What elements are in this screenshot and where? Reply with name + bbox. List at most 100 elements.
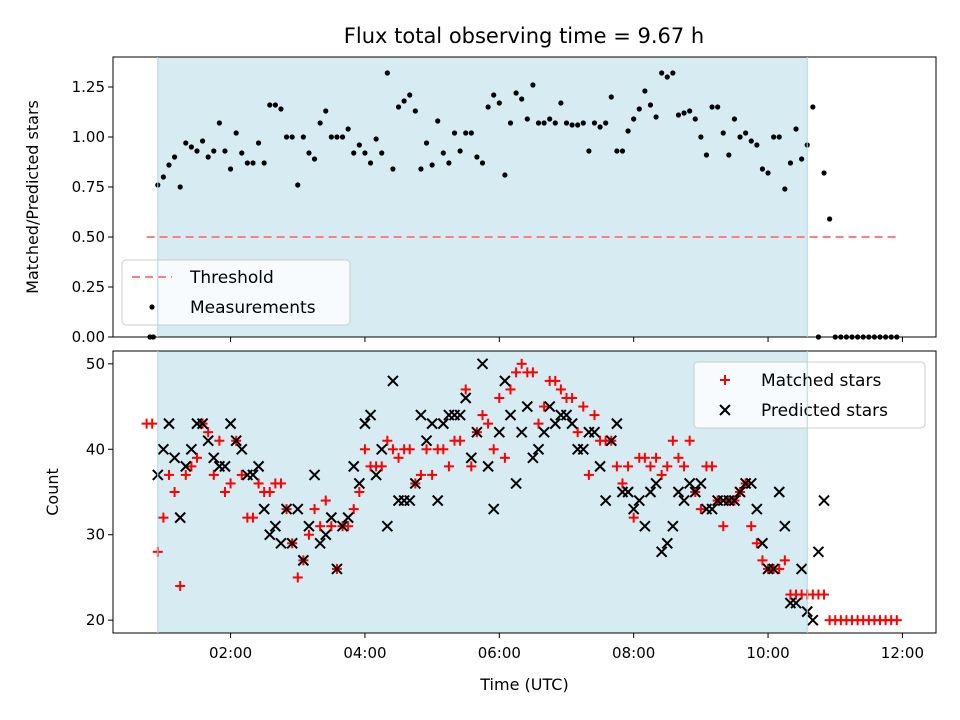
legend-matched-swatch [720, 375, 730, 385]
predicted-star-point [364, 409, 377, 421]
measurement-point [423, 140, 430, 146]
x-tick-label: 04:00 [343, 644, 386, 662]
x-tick-label: 12:00 [881, 644, 924, 662]
measurement-point [692, 116, 698, 122]
measurement-point [379, 150, 385, 156]
y-tick-label: 1.25 [72, 78, 105, 96]
predicted-star-point [510, 477, 522, 490]
measurement-point [675, 112, 682, 118]
y-tick-label: 0.00 [72, 328, 105, 346]
bottom-axes-frame [112, 350, 937, 634]
measurement-point [642, 88, 648, 94]
predicted-star-point [196, 417, 209, 430]
predicted-star-point [370, 469, 382, 481]
matched-star-point [499, 452, 510, 463]
matched-star-point [359, 444, 370, 455]
measurement-point [160, 174, 166, 180]
matched-star-point [219, 487, 230, 497]
measurement-point [300, 134, 306, 140]
x-tick-label: 08:00 [612, 644, 655, 662]
measurement-point [435, 118, 441, 124]
measurement-point [586, 148, 592, 154]
measurement-point [530, 82, 536, 88]
predicted-star-point [577, 443, 589, 455]
measurement-point [390, 166, 396, 172]
predicted-star-point [437, 417, 450, 430]
matched-star-point [180, 469, 191, 480]
matched-star-point [751, 538, 762, 549]
predicted-star-point [515, 426, 528, 438]
matched-star-point [163, 469, 174, 480]
measurement-point [289, 134, 295, 140]
predicted-star-point [185, 443, 198, 455]
measurement-point [754, 142, 760, 148]
measurement-point [597, 124, 603, 130]
predicted-star-point [611, 417, 623, 430]
measurement-point [278, 106, 284, 112]
measurement-point [351, 150, 357, 156]
matched-star-point [617, 478, 628, 489]
y-tick-label: 0.25 [72, 278, 105, 296]
measurement-point [659, 70, 665, 76]
predicted-star-point [661, 537, 673, 549]
predicted-star-point [672, 486, 685, 498]
measurement-point [519, 96, 525, 102]
measurement-point [418, 166, 424, 172]
measurement-point [250, 160, 256, 166]
matched-star-point [376, 461, 387, 472]
predicted-star-point [208, 452, 220, 464]
measurement-point [591, 120, 598, 126]
predicted-star-point [236, 443, 248, 455]
predicted-star-point [314, 537, 326, 549]
legend-matched-label: Matched stars [761, 371, 881, 391]
predicted-star-point [549, 417, 561, 430]
predicted-star-point [599, 494, 612, 507]
measurement-point [799, 156, 805, 162]
measurement-point [334, 134, 340, 140]
matched-star-point [819, 589, 830, 600]
predicted-star-point [224, 417, 237, 430]
measurement-point [569, 122, 575, 128]
measurement-point [474, 154, 480, 160]
measurement-point [580, 120, 586, 126]
measurement-point [502, 172, 508, 178]
matched-star-point [673, 452, 684, 463]
predicted-star-point [420, 435, 433, 447]
measurement-point [194, 148, 200, 154]
matched-star-point [315, 521, 326, 532]
measurement-point [446, 160, 452, 166]
measurement-point [255, 140, 262, 146]
predicted-star-point [247, 469, 259, 481]
matched-star-point [460, 384, 471, 395]
measurement-point [737, 134, 743, 140]
x-tick-label: 06:00 [478, 644, 521, 662]
measurement-point [664, 74, 670, 80]
predicted-star-point [258, 503, 270, 515]
measurement-point [233, 130, 239, 136]
measurement-point [463, 130, 469, 136]
predicted-star-point [269, 520, 282, 532]
measurement-point [731, 116, 738, 122]
measurement-point [625, 128, 631, 134]
measurement-point [619, 148, 626, 154]
predicted-star-point [280, 503, 293, 515]
measurement-point [687, 108, 693, 114]
matched-star-point [623, 461, 634, 472]
predicted-star-point [308, 469, 321, 481]
predicted-star-point [286, 537, 298, 549]
measurement-point [541, 120, 547, 126]
measurement-point [547, 116, 553, 122]
measurement-point [216, 120, 222, 126]
predicted-star-point [488, 503, 500, 515]
measurement-point [715, 104, 721, 110]
predicted-star-point [605, 435, 617, 447]
matched-star-point [488, 444, 499, 455]
measurement-point [199, 138, 206, 144]
measurement-point [765, 170, 771, 176]
matched-star-point [891, 615, 902, 626]
predicted-star-point [325, 511, 338, 524]
matched-star-point [555, 384, 566, 395]
measurement-point [653, 114, 659, 120]
measurement-point [272, 102, 278, 108]
measurement-point [244, 160, 250, 166]
